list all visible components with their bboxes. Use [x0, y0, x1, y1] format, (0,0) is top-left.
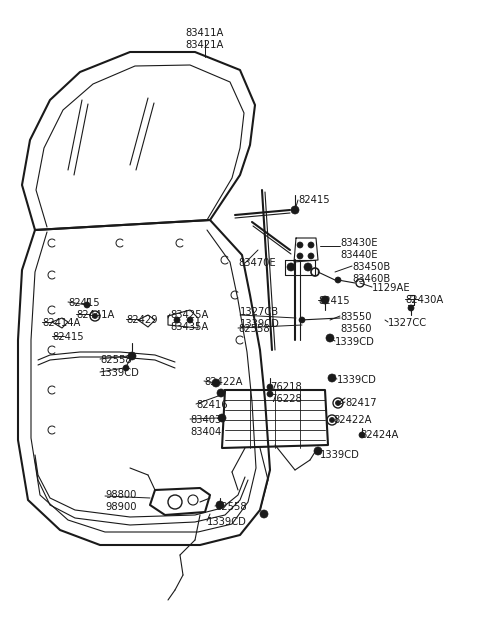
- Circle shape: [336, 401, 340, 406]
- Circle shape: [321, 296, 329, 304]
- Text: 76218
76228: 76218 76228: [270, 382, 302, 404]
- Circle shape: [308, 242, 314, 248]
- Text: 82416: 82416: [196, 400, 228, 410]
- Circle shape: [217, 389, 225, 397]
- Text: 1339CD: 1339CD: [337, 375, 377, 385]
- Text: 1339CD: 1339CD: [335, 337, 375, 347]
- Circle shape: [123, 365, 129, 371]
- Text: 83550
83560: 83550 83560: [340, 312, 372, 333]
- Text: 82441A: 82441A: [76, 310, 114, 320]
- Text: 82414A: 82414A: [42, 318, 80, 328]
- Circle shape: [287, 263, 295, 271]
- Text: 82415: 82415: [318, 296, 349, 306]
- Circle shape: [308, 253, 314, 259]
- Text: 82424A: 82424A: [360, 430, 398, 440]
- Circle shape: [314, 447, 322, 455]
- Text: 82430A: 82430A: [405, 295, 443, 305]
- Text: 83470E: 83470E: [238, 258, 276, 268]
- Circle shape: [84, 302, 90, 308]
- Circle shape: [260, 510, 268, 518]
- Circle shape: [267, 391, 273, 397]
- Circle shape: [304, 263, 312, 271]
- Circle shape: [335, 277, 341, 283]
- Text: 1327CB
1339CD: 1327CB 1339CD: [240, 307, 280, 328]
- Text: 83403
83404: 83403 83404: [190, 415, 221, 436]
- Circle shape: [218, 414, 226, 422]
- Circle shape: [326, 334, 334, 342]
- Text: 83430E
83440E: 83430E 83440E: [340, 238, 377, 259]
- Text: 82422A: 82422A: [204, 377, 242, 387]
- Circle shape: [297, 242, 303, 248]
- Text: 1339CD: 1339CD: [320, 450, 360, 460]
- Text: 1129AE: 1129AE: [372, 283, 410, 293]
- Circle shape: [174, 317, 180, 323]
- Circle shape: [291, 206, 299, 214]
- Circle shape: [128, 352, 136, 360]
- Text: 82415: 82415: [298, 195, 330, 205]
- Circle shape: [297, 253, 303, 259]
- Text: 82415: 82415: [52, 332, 84, 342]
- Circle shape: [93, 313, 97, 318]
- Text: 1339CD: 1339CD: [207, 517, 247, 527]
- Circle shape: [267, 384, 273, 390]
- Circle shape: [187, 317, 193, 323]
- Circle shape: [299, 317, 305, 323]
- Circle shape: [216, 501, 224, 509]
- Circle shape: [359, 432, 365, 438]
- Text: 1339CD: 1339CD: [100, 368, 140, 378]
- Text: 98800
98900: 98800 98900: [105, 490, 136, 512]
- Text: 82558: 82558: [100, 355, 132, 365]
- Text: 83450B
83460B: 83450B 83460B: [352, 262, 390, 284]
- Text: 82417: 82417: [345, 398, 377, 408]
- Text: 82558: 82558: [215, 502, 247, 512]
- Text: 83411A
83421A: 83411A 83421A: [186, 28, 224, 50]
- Text: 82558: 82558: [238, 324, 270, 334]
- Circle shape: [408, 305, 414, 311]
- Circle shape: [212, 379, 220, 387]
- Circle shape: [328, 374, 336, 382]
- Text: 82415: 82415: [68, 298, 100, 308]
- Text: 83425A
83435A: 83425A 83435A: [170, 310, 208, 332]
- Text: 1327CC: 1327CC: [388, 318, 427, 328]
- Circle shape: [329, 418, 335, 423]
- Text: 82429: 82429: [126, 315, 157, 325]
- Text: 82422A: 82422A: [333, 415, 372, 425]
